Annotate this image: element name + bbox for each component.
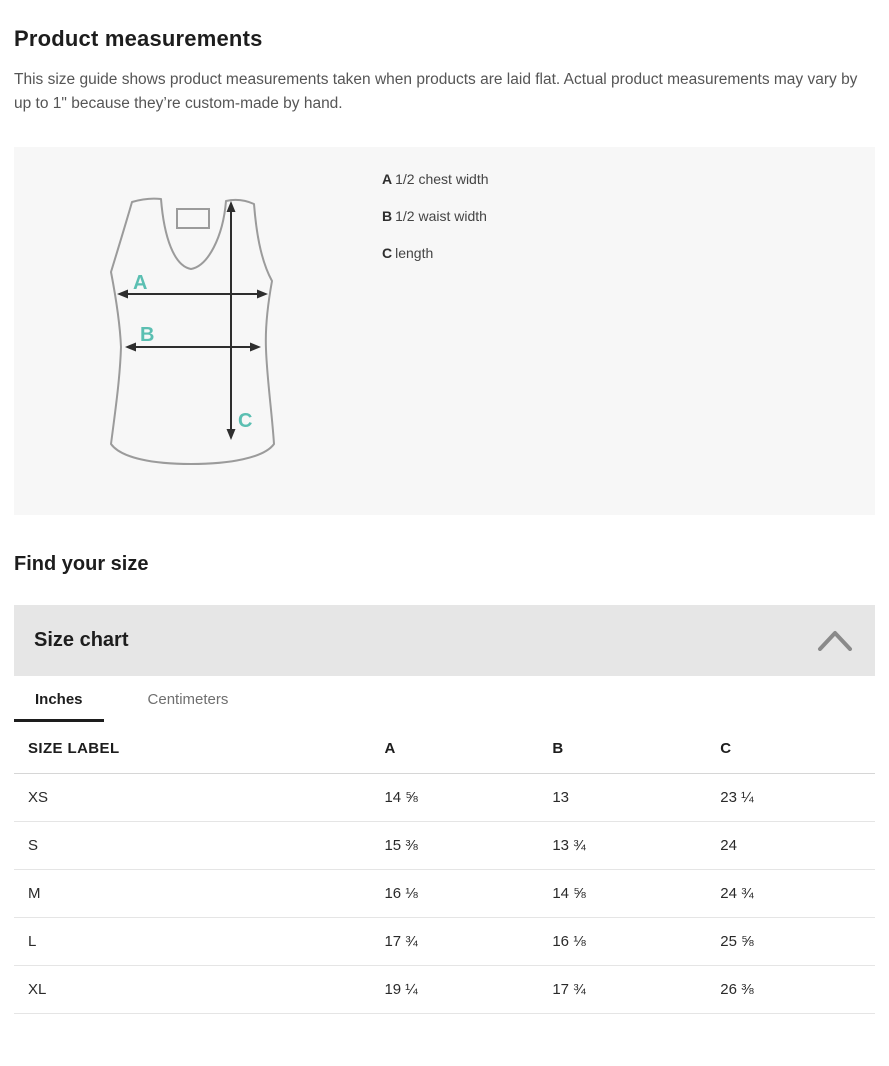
- table-row: L 17 ¾ 16 ⅛ 25 ⅝: [14, 917, 875, 966]
- arrow-a-head-right: [257, 289, 268, 299]
- find-your-size-heading: Find your size: [14, 553, 149, 575]
- cell-a: 17 ¾: [370, 917, 539, 966]
- cell-b: 13: [538, 773, 707, 822]
- size-chart-table: SIZE LABEL A B C XS 14 ⅝ 13 23 ¼ S 15 ⅜ …: [14, 724, 875, 1014]
- product-measurements-section: Product measurements This size guide sho…: [0, 26, 889, 1014]
- tank-top-diagram: A B C: [110, 197, 275, 465]
- size-chart-title: Size chart: [34, 629, 129, 651]
- cell-a: 15 ⅜: [370, 821, 539, 870]
- legend-label-c: length: [395, 245, 434, 261]
- cell-b: 16 ⅛: [538, 917, 707, 966]
- header-c: C: [706, 724, 875, 774]
- tank-top-outline: [110, 197, 275, 465]
- diagram-label-b: B: [140, 324, 154, 346]
- legend-key-b: B: [382, 208, 393, 224]
- legend-key-c: C: [382, 245, 393, 261]
- cell-c: 26 ⅜: [706, 965, 875, 1014]
- header-size-label: SIZE LABEL: [14, 724, 371, 774]
- cell-c: 25 ⅝: [706, 917, 875, 966]
- table-row: XL 19 ¼ 17 ¾ 26 ⅜: [14, 965, 875, 1014]
- arrow-b-head-left: [125, 342, 136, 352]
- legend-label-a: 1/2 chest width: [395, 171, 489, 187]
- tab-inches[interactable]: Inches: [14, 676, 104, 722]
- cell-size: XS: [14, 773, 371, 822]
- size-guide-description: This size guide shows product measuremen…: [14, 71, 858, 112]
- table-row: S 15 ⅜ 13 ¾ 24: [14, 821, 875, 870]
- arrow-c-head-top: [226, 201, 236, 212]
- header-b: B: [538, 724, 707, 774]
- diagram-label-a: A: [133, 272, 147, 294]
- neck-label-tag: [176, 208, 210, 229]
- cell-a: 16 ⅛: [370, 869, 539, 918]
- cell-c: 23 ¼: [706, 773, 875, 822]
- cell-size: M: [14, 869, 371, 918]
- legend-label-b: 1/2 waist width: [395, 208, 487, 224]
- legend-item-b: B 1/2 waist width: [382, 208, 489, 224]
- cell-b: 17 ¾: [538, 965, 707, 1014]
- legend-key-a: A: [382, 171, 393, 187]
- arrow-b-head-right: [250, 342, 261, 352]
- size-chart-accordion-header[interactable]: Size chart: [14, 605, 875, 676]
- header-a: A: [370, 724, 539, 774]
- arrow-c-head-bottom: [226, 429, 236, 440]
- cell-c: 24: [706, 821, 875, 870]
- chevron-up-icon[interactable]: [817, 630, 853, 651]
- unit-tabs: Inches Centimeters: [14, 676, 875, 722]
- cell-b: 13 ¾: [538, 821, 707, 870]
- diagram-label-c: C: [238, 410, 252, 432]
- tab-centimeters[interactable]: Centimeters: [147, 691, 229, 708]
- cell-c: 24 ¾: [706, 869, 875, 918]
- cell-size: S: [14, 821, 371, 870]
- page-title: Product measurements: [14, 26, 263, 51]
- cell-size: L: [14, 917, 371, 966]
- cell-a: 19 ¼: [370, 965, 539, 1014]
- cell-a: 14 ⅝: [370, 773, 539, 822]
- cell-b: 14 ⅝: [538, 869, 707, 918]
- table-row: XS 14 ⅝ 13 23 ¼: [14, 773, 875, 822]
- legend-item-a: A 1/2 chest width: [382, 171, 489, 187]
- table-row: M 16 ⅛ 14 ⅝ 24 ¾: [14, 869, 875, 918]
- measurement-diagram-panel: A B C A 1/2 chest width B 1/2 waist width …: [14, 147, 875, 515]
- arrow-a-head-left: [117, 289, 128, 299]
- table-header-row: SIZE LABEL A B C: [14, 724, 875, 774]
- cell-size: XL: [14, 965, 371, 1014]
